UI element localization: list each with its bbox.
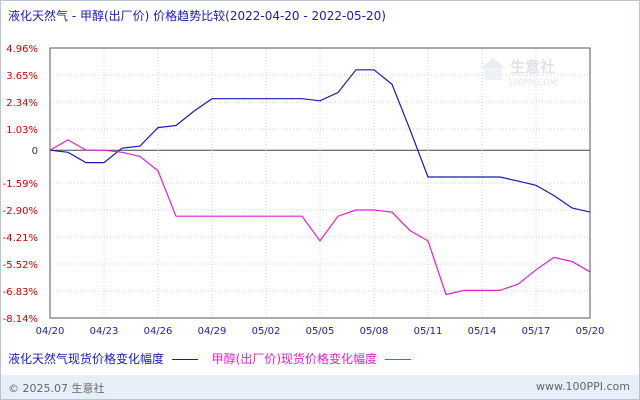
series-line-1 bbox=[49, 139, 591, 296]
footer-bar bbox=[1, 375, 639, 399]
x-tick-label: 05/20 bbox=[576, 326, 605, 337]
y-tick-label: -2.90% bbox=[3, 206, 38, 217]
y-tick-label: -4.21% bbox=[3, 233, 38, 244]
y-tick-label: -8.14% bbox=[3, 314, 38, 325]
footer-copyright: © 2025.07 生意社 bbox=[8, 382, 105, 395]
footer-site-link[interactable]: www.100PPI.com bbox=[536, 380, 630, 393]
x-tick-label: 05/02 bbox=[252, 326, 281, 337]
x-tick-label: 04/20 bbox=[36, 326, 65, 337]
y-tick-label: 3.65% bbox=[6, 71, 38, 82]
x-tick-label: 05/11 bbox=[414, 326, 443, 337]
chart-title: 液化天然气 - 甲醇(出厂价) 价格趋势比较(2022-04-20 - 2022… bbox=[8, 8, 386, 23]
y-tick-label: 0 bbox=[32, 146, 38, 157]
legend-item-lng: 液化天然气现货价格变化幅度 bbox=[8, 350, 198, 367]
x-tick-label: 05/08 bbox=[360, 326, 389, 337]
y-tick-label: 1.03% bbox=[6, 125, 38, 136]
x-tick-label: 05/14 bbox=[468, 326, 497, 337]
legend: 液化天然气现货价格变化幅度 甲醇(出厂价)现货价格变化幅度 bbox=[8, 350, 421, 367]
legend-swatch-methanol bbox=[384, 359, 411, 360]
plot-border bbox=[49, 47, 591, 319]
x-tick-label: 04/26 bbox=[144, 326, 173, 337]
y-tick-label: -1.59% bbox=[3, 179, 38, 190]
series-line-0 bbox=[49, 69, 591, 213]
watermark-sub: 100PPI.COM bbox=[508, 78, 557, 87]
x-tick-label: 05/05 bbox=[306, 326, 335, 337]
x-tick-label: 04/29 bbox=[198, 326, 227, 337]
y-tick-label: 2.34% bbox=[6, 98, 38, 109]
legend-swatch-lng bbox=[171, 359, 198, 360]
grid-lines bbox=[49, 47, 591, 319]
y-tick-label: 4.96% bbox=[6, 44, 38, 55]
watermark-text: 生意社 bbox=[510, 58, 555, 76]
watermark-logo: 生意社 100PPI.COM bbox=[481, 58, 557, 87]
x-tick-label: 04/23 bbox=[90, 326, 119, 337]
legend-item-methanol: 甲醇(出厂价)现货价格变化幅度 bbox=[212, 350, 411, 367]
house-icon bbox=[481, 58, 505, 68]
legend-label-methanol: 甲醇(出厂价)现货价格变化幅度 bbox=[211, 352, 378, 366]
x-tick-label: 05/17 bbox=[522, 326, 551, 337]
y-tick-label: -5.52% bbox=[3, 260, 38, 271]
legend-label-lng: 液化天然气现货价格变化幅度 bbox=[8, 352, 165, 366]
y-axis-labels: 4.96% 3.65% 2.34% 1.03% 0 -1.59% -2.90% -4.21% -… bbox=[3, 44, 38, 325]
house-body bbox=[484, 68, 502, 80]
x-axis-labels: 04/20 04/23 04/26 04/29 05/02 05/05 05/08 05/11… bbox=[36, 326, 605, 337]
y-tick-label: -6.83% bbox=[3, 287, 38, 298]
series-lines bbox=[49, 69, 591, 296]
